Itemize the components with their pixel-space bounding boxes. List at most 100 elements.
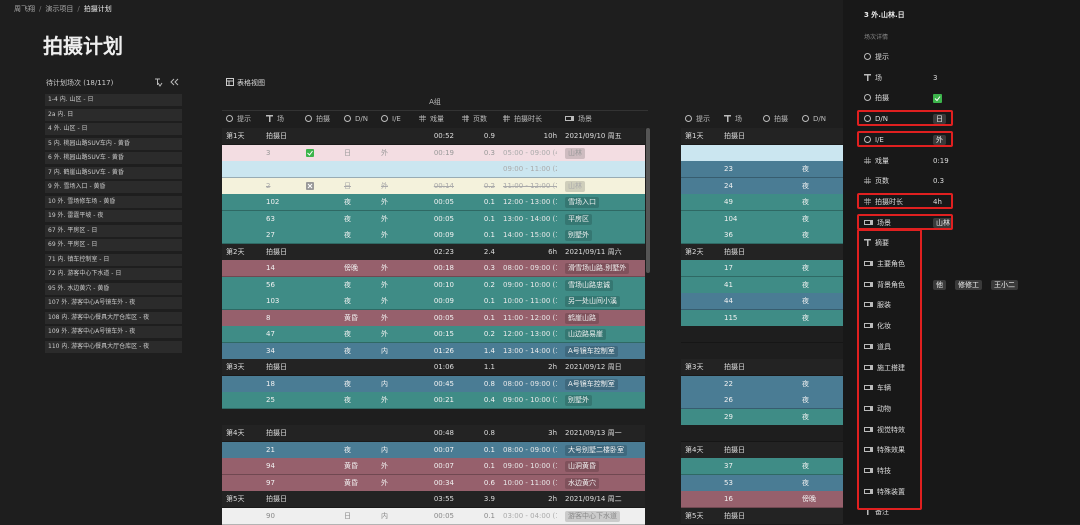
- table-row[interactable]: 26 夜: [681, 392, 843, 409]
- table-row[interactable]: 34 夜 内 01:26 1.4 13:00 - 14:00 (1h) A号镜车控制室: [222, 342, 645, 360]
- detail-field[interactable]: 主要角色: [864, 258, 905, 270]
- table-row[interactable]: 09:00 - 11:00 (2h): [222, 161, 645, 178]
- table-row[interactable]: 第4天 拍摄日 00:48 0.8 3h 2021/09/13 周一: [222, 425, 645, 442]
- table-row[interactable]: 24 夜: [681, 177, 843, 195]
- table-row[interactable]: [681, 326, 843, 343]
- detail-field[interactable]: 特殊效果: [864, 444, 905, 456]
- table-row[interactable]: 47 夜 外 00:15 0.2 12:00 - 13:00 (1h) 山边路易崖: [222, 326, 645, 343]
- list-item[interactable]: 72 内. 游客中心下水道 - 日: [45, 268, 182, 280]
- column-header[interactable]: 拍摄时长: [503, 111, 542, 127]
- detail-field[interactable]: 拍摄时长: [864, 196, 903, 208]
- detail-field[interactable]: 拍摄: [864, 92, 889, 104]
- table-row[interactable]: 97 黄昏 外 00:34 0.6 10:00 - 11:00 (1h) 水边黄穴: [222, 474, 645, 492]
- list-item[interactable]: 71 内. 镇车控制室 - 日: [45, 253, 182, 266]
- detail-field[interactable]: 施工搭建: [864, 362, 905, 374]
- column-header[interactable]: 提示: [685, 111, 710, 127]
- crumb[interactable]: 拍摄计划: [83, 5, 112, 13]
- list-item[interactable]: 95 外. 水边黄穴 - 黄昏: [45, 282, 182, 295]
- table-row[interactable]: 第1天 拍摄日 00:52 0.9 10h 2021/09/10 周五: [222, 128, 645, 145]
- table-row[interactable]: 102 夜 外 00:05 0.1 12:00 - 13:00 (1h) 雪场入口: [222, 194, 645, 211]
- detail-field[interactable]: 备注: [864, 506, 889, 518]
- table-row[interactable]: 第3天 拍摄日 01:06 1.1 2h 2021/09/12 周日: [222, 359, 645, 376]
- detail-field[interactable]: 提示: [864, 51, 889, 63]
- detail-field[interactable]: 特殊装置: [864, 486, 905, 498]
- table-row[interactable]: 16 傍晚: [681, 491, 843, 508]
- table-row[interactable]: 17 夜: [681, 260, 843, 277]
- list-item[interactable]: 10 外. 雪场修车场 - 黄昏: [45, 195, 182, 208]
- detail-field[interactable]: 戏量: [864, 155, 889, 167]
- table-row[interactable]: 18 夜 内 00:45 0.8 08:00 - 09:00 (1h) A号镜车控制室: [222, 375, 645, 393]
- detail-field[interactable]: 化妆: [864, 320, 891, 332]
- table-row[interactable]: 第5天 拍摄日: [681, 507, 843, 525]
- table-row[interactable]: 23 夜: [681, 161, 843, 178]
- table-row[interactable]: 36 夜: [681, 227, 843, 244]
- crumb[interactable]: 演示项目: [45, 5, 74, 13]
- table-row[interactable]: 第4天 拍摄日: [681, 441, 843, 459]
- list-item[interactable]: 4 外. 山区 - 日: [45, 123, 182, 135]
- table-row[interactable]: 27 夜 外 00:09 0.1 14:00 - 15:00 (1h) 别墅外: [222, 227, 645, 244]
- list-item[interactable]: 19 外. 雷霆平坡 - 夜: [45, 210, 182, 222]
- table-row[interactable]: [681, 425, 843, 442]
- table-row[interactable]: 115 夜: [681, 309, 843, 327]
- detail-field[interactable]: D/N: [864, 113, 888, 125]
- column-header[interactable]: 拍摄: [763, 111, 788, 127]
- crumb[interactable]: 周飞翔: [14, 5, 35, 13]
- list-item[interactable]: 108 内. 游客中心餐具大厅仓库区 - 夜: [45, 311, 182, 324]
- table-row[interactable]: 14 傍晚 外 00:18 0.3 08:00 - 09:00 (1h) 滑雪场山路.别墅外: [222, 260, 645, 277]
- table-row[interactable]: 104 夜: [681, 210, 843, 228]
- detail-field[interactable]: 场景: [864, 217, 891, 229]
- list-item[interactable]: 69 外. 平房区 - 日: [45, 239, 182, 251]
- table-row[interactable]: 2 日 外 00:14 0.2 11:00 - 12:00 (1h) 山林: [222, 177, 645, 195]
- table-row[interactable]: 21 夜 内 00:07 0.1 08:00 - 09:00 (1h) 大号别墅二楼卧室: [222, 441, 645, 459]
- table-row[interactable]: 63 夜 外 00:05 0.1 13:00 - 14:00 (1h) 平房区: [222, 210, 645, 228]
- table-row[interactable]: 22 夜: [681, 375, 843, 393]
- list-item[interactable]: 2a 内. 日: [45, 108, 182, 121]
- table-row[interactable]: 41 夜: [681, 276, 843, 294]
- table-row[interactable]: [681, 342, 843, 360]
- detail-field[interactable]: 摘要: [864, 237, 889, 249]
- table-row[interactable]: 8 黄昏 外 00:05 0.1 11:00 - 12:00 (1h) 鹤崖山路: [222, 309, 645, 327]
- column-header[interactable]: 提示: [226, 111, 251, 127]
- scrollbar[interactable]: [646, 128, 650, 273]
- list-item[interactable]: 110 内. 游客中心餐具大厅仓库区 - 夜: [45, 340, 182, 353]
- detail-field[interactable]: 视觉特效: [864, 424, 905, 436]
- table-row[interactable]: 第2天 拍摄日 02:23 2.4 6h 2021/09/11 周六: [222, 243, 645, 261]
- list-item[interactable]: 109 外. 游客中心A号镜车外 - 夜: [45, 326, 182, 338]
- table-row[interactable]: 37 夜: [681, 458, 843, 475]
- detail-field[interactable]: 特技: [864, 465, 891, 477]
- table-row[interactable]: 25 夜 外 00:21 0.4 09:00 - 10:00 (1h) 别墅外: [222, 392, 645, 409]
- list-tools[interactable]: [153, 77, 183, 87]
- detail-field[interactable]: 背景角色: [864, 279, 905, 291]
- column-header[interactable]: 场景: [565, 111, 592, 127]
- column-header[interactable]: 场: [724, 111, 742, 127]
- table-row[interactable]: [222, 408, 645, 426]
- detail-field[interactable]: I/E: [864, 134, 884, 146]
- detail-field[interactable]: 服装: [864, 299, 891, 311]
- column-header[interactable]: I/E: [381, 111, 401, 127]
- detail-field[interactable]: 道具: [864, 341, 891, 353]
- detail-field[interactable]: 动物: [864, 403, 891, 415]
- column-header[interactable]: D/N: [344, 111, 368, 127]
- detail-field[interactable]: 页数: [864, 175, 889, 187]
- list-item[interactable]: 9 外. 雪场入口 - 黄昏: [45, 181, 182, 193]
- column-header[interactable]: 拍摄: [305, 111, 330, 127]
- table-row[interactable]: 90 日 内 00:05 0.1 03:00 - 04:00 (1h) 游客中心下水道: [222, 507, 645, 525]
- table-row[interactable]: 49 夜: [681, 194, 843, 211]
- column-header[interactable]: 戏量: [419, 111, 444, 127]
- column-header[interactable]: D/N: [802, 111, 826, 127]
- table-row[interactable]: 53 夜: [681, 474, 843, 492]
- list-item[interactable]: 107 外. 游客中心A号镜车外 - 夜: [45, 297, 182, 309]
- list-item[interactable]: 67 外. 平房区 - 日: [45, 224, 182, 237]
- list-item[interactable]: 6 外. 桃园山路SUV车 - 黄昏: [45, 152, 182, 164]
- table-row[interactable]: 第3天 拍摄日: [681, 359, 843, 376]
- list-item[interactable]: 5 内. 桃园山路SUV车内 - 黄昏: [45, 137, 182, 150]
- table-row[interactable]: 56 夜 外 00:10 0.2 09:00 - 10:00 (1h) 雪场山路忠诚: [222, 276, 645, 294]
- table-row[interactable]: 第5天 拍摄日 03:55 3.9 2h 2021/09/14 周二: [222, 491, 645, 508]
- detail-field[interactable]: 场: [864, 72, 882, 84]
- table-row[interactable]: [681, 144, 843, 162]
- list-item[interactable]: 1-4 内. 山区 - 日: [45, 94, 182, 106]
- column-header[interactable]: 场: [266, 111, 284, 127]
- list-item[interactable]: 7 内. 鹤崖山路SUV车 - 黄昏: [45, 166, 182, 179]
- table-row[interactable]: 第1天 拍摄日: [681, 128, 843, 145]
- table-row[interactable]: 第2天 拍摄日: [681, 243, 843, 261]
